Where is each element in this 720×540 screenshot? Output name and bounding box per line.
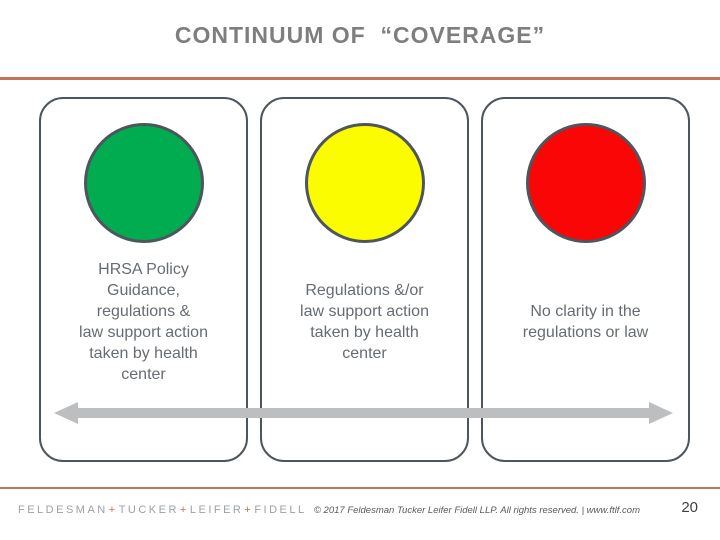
card-yellow-coverage: Regulations &/or law support action take… [260,97,469,462]
green-circle [83,123,204,243]
arrow-right-head-icon [649,402,673,424]
card-red-coverage: No clarity in the regulations or law [481,97,690,462]
copyright-text: © 2017 Feldesman Tucker Leifer Fidell LL… [313,505,640,516]
header-divider [0,77,720,80]
logo-separator: + [179,504,189,516]
footer-divider [0,487,720,489]
yellow-circle [304,123,425,243]
arrow-left-head-icon [54,402,78,424]
logo-word: TUCKER [118,504,179,516]
card-red-label: No clarity in the regulations or law [522,302,649,341]
logo-separator: + [244,504,254,516]
logo-separator: + [108,504,118,516]
card-green-coverage: HRSA Policy Guidance, regulations & law … [39,97,248,462]
card-yellow-label: Regulations &/or law support action take… [300,281,429,363]
logo-word: LEIFER [189,504,244,516]
logo-word: FIDELL [254,504,307,516]
page-number: 20 [681,499,698,516]
logo-word: FELDESMAN [18,504,108,516]
firm-logo: FELDESMAN+TUCKER+LEIFER+FIDELL [18,504,307,516]
red-circle [525,123,646,243]
arrow-shaft [77,408,650,418]
slide-title: CONTINUUM OF “COVERAGE” [174,22,546,48]
card-green-label: HRSA Policy Guidance, regulations & law … [79,260,208,384]
